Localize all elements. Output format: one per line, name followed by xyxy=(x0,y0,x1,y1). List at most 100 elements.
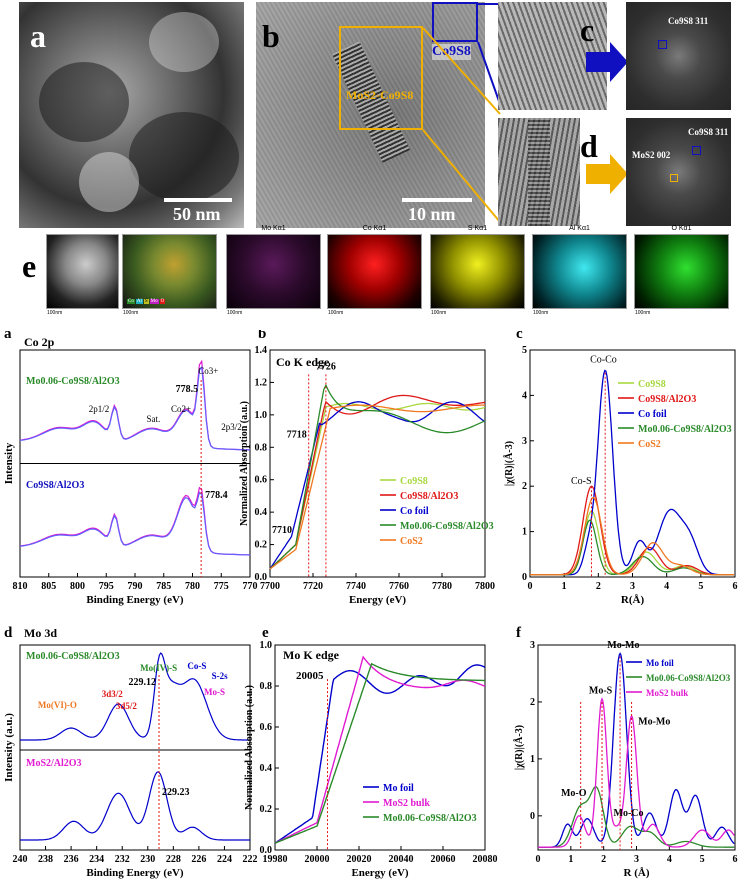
plot-b-xlabel: Energy (eV) xyxy=(349,594,406,606)
plot-b-legend-entry: Co9S8 xyxy=(400,476,428,487)
plot-b-xtick-label: 7760 xyxy=(389,581,409,592)
plot-b-ytick-label: 1.0 xyxy=(255,410,268,421)
mo-exafs-curve xyxy=(538,697,735,848)
map-scale-3: 100nm xyxy=(227,310,243,316)
plot-f-ann-moco: Mo-Co xyxy=(614,808,644,819)
plot-a-ylabel: Intensity xyxy=(3,442,15,484)
plot-d-label-moiv: Mo(IV)-S xyxy=(140,663,177,673)
plot-b-xtick-label: 7720 xyxy=(303,581,323,592)
plot-c-ann-cos: Co-S xyxy=(571,476,592,487)
co-kedge-curve xyxy=(269,401,486,570)
plot-e-frame xyxy=(274,644,486,851)
plot-d-label-3d32: 3d3/2 xyxy=(102,689,124,699)
plot-f-letter: f xyxy=(516,625,522,641)
plot-a-xtick-label: 805 xyxy=(41,581,56,592)
plot-d-xtick-label: 232 xyxy=(115,854,130,865)
plot-f-ytick-label: 3 xyxy=(530,640,535,651)
plot-b-ytick-label: 0.4 xyxy=(255,507,268,518)
plot-c-xtick-label: 2 xyxy=(596,581,601,592)
plot-b-ytick-label: 0.0 xyxy=(255,572,268,583)
plot-d-xtick-label: 224 xyxy=(217,854,232,865)
plot-a-label-2p32: 2p3/2 xyxy=(221,422,242,432)
mo3d-bottom-fit xyxy=(20,771,250,841)
plot-b-ytick-label: 0.6 xyxy=(255,475,268,486)
blue-arrow-head xyxy=(610,42,628,82)
mo-map xyxy=(226,234,321,309)
plot-a-xtick-label: 785 xyxy=(156,581,171,592)
plot-b-ytick-label: 1.4 xyxy=(255,345,268,356)
plot-b-ytick-label: 0.8 xyxy=(255,442,268,453)
overlay-legend-mo: Mo xyxy=(149,299,159,304)
plot-a-label-co2: Co2+ xyxy=(171,404,191,414)
plot-b-legend-entry: CoS2 xyxy=(400,536,423,547)
panel-letter-c: c xyxy=(580,12,595,48)
plot-e-ytick-label: 0.8 xyxy=(260,681,273,692)
plot-b-xtick-label: 7740 xyxy=(346,581,366,592)
plot-f-ytick-label: 0 xyxy=(530,811,535,822)
mo-kedge-curve xyxy=(274,662,485,844)
plot-d-xtick-label: 240 xyxy=(13,854,28,865)
plot-f-xtick-label: 3 xyxy=(634,854,639,865)
plot-a-label-2p12: 2p1/2 xyxy=(89,404,110,414)
plot-c-xtick-label: 6 xyxy=(733,581,738,592)
plot-a-title: Co 2p xyxy=(24,335,55,349)
plot-f-ytick-label: 1 xyxy=(530,754,535,765)
plot-b-ytick-label: 1.2 xyxy=(255,377,268,388)
plot-d-letter: d xyxy=(4,625,13,641)
s-map xyxy=(430,234,525,309)
gold-arrow-head xyxy=(610,154,628,194)
plot-b-letter: b xyxy=(258,330,266,342)
plot-d-xtick-label: 234 xyxy=(89,854,104,865)
mo-exafs-curve xyxy=(538,786,735,848)
plot-e-title: Mo K edge xyxy=(283,648,340,662)
plot-b-title: Co K edge xyxy=(276,355,330,369)
overlay-legend-s: S xyxy=(143,299,149,304)
co-kedge-curve xyxy=(269,383,486,570)
mo-kedge-curve xyxy=(274,664,486,844)
plot-a-sample-bottom: Co9S8/Al2O3 xyxy=(26,480,84,491)
plot-d-ylabel: Intensity (a.u.) xyxy=(3,713,15,782)
plot-e-xtick-label: 19980 xyxy=(263,854,288,865)
plot-e-ann-20005: 20005 xyxy=(296,670,324,682)
plot-c-frame xyxy=(529,349,736,578)
plot-c-ytick-label: 4 xyxy=(522,390,527,401)
plot-f-xtick-label: 1 xyxy=(568,854,573,865)
plot-c-legend-entry: Co9S8 xyxy=(638,379,666,390)
fft-c-label: Co9S8 311 xyxy=(668,16,709,26)
plot-a-xtick-label: 780 xyxy=(185,581,200,592)
plot-c-legend-entry: Mo0.06-Co9S8/Al2O3 xyxy=(638,424,732,435)
mos2-region-box xyxy=(339,26,423,130)
plot-b-legend-entry: Co foil xyxy=(400,506,429,517)
plot-c-legend-entry: Co foil xyxy=(638,409,667,420)
plot-c-xtick-label: 5 xyxy=(698,581,703,592)
map-scale-6: 100nm xyxy=(533,310,549,316)
map-title-s: S Kα1 xyxy=(467,225,488,232)
plot-c-letter: c xyxy=(516,330,523,342)
co-map xyxy=(327,234,422,309)
panel-letter-e: e xyxy=(22,248,37,284)
plot-c-ytick-label: 2 xyxy=(522,481,527,492)
gold-arrow xyxy=(586,164,612,184)
plot-f-ann-momo2: Mo-Mo xyxy=(638,717,670,728)
plot-a-peak-top: 778.5 xyxy=(176,384,199,395)
plot-b-ylabel: Normalized Absorption (a.u.) xyxy=(239,401,250,526)
plot-e-xtick-label: 20000 xyxy=(305,854,330,865)
co9s8-region-box xyxy=(432,2,478,42)
plot-b-ann-7710: 7710 xyxy=(272,525,292,536)
map-scale-4: 100nm xyxy=(328,310,344,316)
mo3d-top-fit xyxy=(20,652,250,741)
plot-e-ytick-label: 0.0 xyxy=(260,845,273,856)
plot-e-xtick-label: 20060 xyxy=(431,854,456,865)
co-kedge-curve xyxy=(269,402,486,570)
co2p-bottom-data xyxy=(19,491,251,556)
plot-a-xtick-label: 770 xyxy=(243,581,258,592)
map-scale-7: 100nm xyxy=(635,310,651,316)
plot-d-title: Mo 3d xyxy=(24,626,57,640)
plot-c-ytick-label: 1 xyxy=(522,527,527,538)
co-kedge-curve xyxy=(269,404,486,570)
plot-a-peak-bottom: 778.4 xyxy=(205,490,228,501)
map-scale-2: 100nm xyxy=(123,310,139,316)
plot-f-xtick-label: 6 xyxy=(733,854,738,865)
mo-kedge-curve xyxy=(274,655,486,844)
plot-f-xtick-label: 5 xyxy=(700,854,705,865)
